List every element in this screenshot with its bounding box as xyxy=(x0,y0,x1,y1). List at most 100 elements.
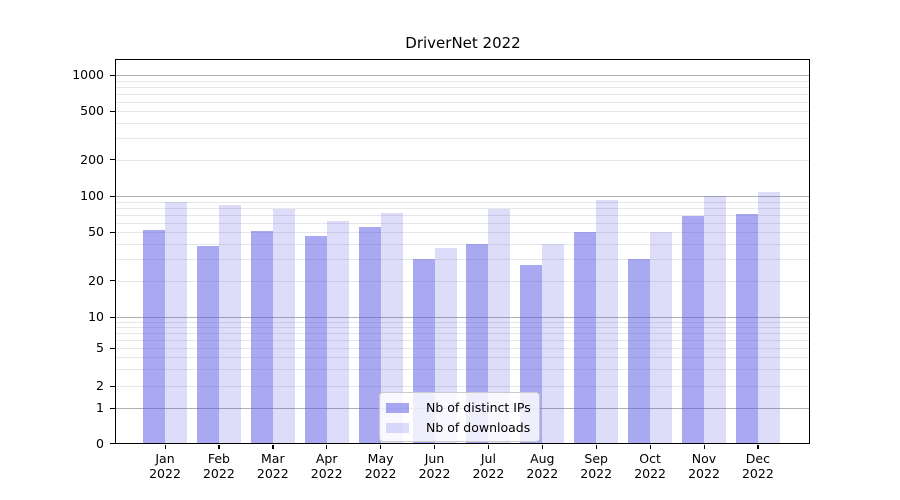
x-tick-label: Sep 2022 xyxy=(580,451,613,481)
gridline-minor xyxy=(116,159,810,161)
plot-area xyxy=(115,59,810,444)
bar-distinct-ips xyxy=(304,235,327,444)
x-tick-label: Apr 2022 xyxy=(310,451,343,481)
legend-swatch-distinct-ips xyxy=(386,402,409,413)
gridline-minor xyxy=(116,339,810,341)
legend-swatch-downloads xyxy=(386,422,409,433)
gridline-minor xyxy=(116,348,810,349)
gridline-minor xyxy=(116,123,810,125)
gridline-minor xyxy=(116,214,810,216)
bar-distinct-ips xyxy=(735,214,758,444)
y-tick-mark xyxy=(110,407,115,409)
gridline-minor xyxy=(116,321,810,323)
legend-item-downloads: Nb of downloads xyxy=(386,419,531,436)
x-tick-label: Jul 2022 xyxy=(472,451,505,481)
y-tick-mark xyxy=(110,231,115,234)
x-tick-mark xyxy=(703,445,705,449)
gridline-minor xyxy=(116,327,810,328)
gridline-minor xyxy=(116,207,810,209)
y-tick-mark xyxy=(110,159,115,161)
gridline-minor xyxy=(116,80,810,82)
gridline-minor xyxy=(116,369,810,371)
gridline-major xyxy=(116,317,810,318)
gridline-minor xyxy=(116,222,810,224)
legend-label-downloads: Nb of downloads xyxy=(426,420,531,435)
gridline-minor xyxy=(116,386,810,387)
x-tick-mark xyxy=(649,445,651,449)
gridline-minor xyxy=(116,201,810,203)
y-tick-mark xyxy=(110,385,115,387)
bar-downloads xyxy=(596,200,619,444)
bar-downloads xyxy=(542,244,565,444)
y-tick-label: 0 xyxy=(96,435,104,451)
gridline-major xyxy=(116,196,810,197)
y-tick-label: 2 xyxy=(96,378,104,393)
gridline-minor xyxy=(116,244,810,246)
bar-downloads xyxy=(218,205,241,444)
y-tick-mark xyxy=(110,195,115,197)
gridline-minor xyxy=(116,86,810,88)
y-tick-mark xyxy=(110,443,115,445)
gridline-major xyxy=(116,75,810,76)
legend-item-distinct-ips: Nb of distinct IPs xyxy=(386,399,531,416)
y-tick-label: 1 xyxy=(96,400,104,415)
y-tick-label: 20 xyxy=(88,272,104,288)
gridline-minor xyxy=(116,93,810,95)
y-tick-label: 5 xyxy=(96,340,104,355)
x-tick-mark xyxy=(541,445,544,449)
gridline-minor xyxy=(116,280,810,282)
y-tick-label: 100 xyxy=(80,188,104,203)
y-tick-label: 10 xyxy=(88,309,104,324)
gridline-minor xyxy=(116,138,810,140)
x-tick-mark xyxy=(164,445,166,449)
y-tick-mark xyxy=(110,316,115,318)
bar-distinct-ips xyxy=(143,230,165,444)
gridline-minor xyxy=(116,259,810,261)
x-tick-label: May 2022 xyxy=(364,451,397,481)
bar-downloads xyxy=(326,221,349,444)
gridline-minor xyxy=(116,357,810,359)
bar-downloads xyxy=(757,192,780,444)
gridline-minor xyxy=(116,101,810,103)
x-tick-mark xyxy=(434,445,436,449)
bar-distinct-ips xyxy=(628,259,651,444)
x-tick-label: Mar 2022 xyxy=(256,451,289,481)
x-tick-mark xyxy=(218,445,220,449)
x-tick-mark xyxy=(272,445,274,449)
x-tick-mark xyxy=(487,445,490,449)
x-tick-label: Dec 2022 xyxy=(741,451,774,481)
x-tick-mark xyxy=(595,445,597,449)
bar-distinct-ips xyxy=(682,215,704,444)
x-tick-label: Nov 2022 xyxy=(688,451,720,481)
x-tick-label: Oct 2022 xyxy=(634,451,666,481)
legend-label-distinct-ips: Nb of distinct IPs xyxy=(426,400,531,415)
x-tick-label: Feb 2022 xyxy=(202,451,235,481)
y-tick-label: 200 xyxy=(80,151,104,167)
y-tick-label: 1000 xyxy=(72,67,104,82)
bar-downloads xyxy=(704,195,726,444)
x-tick-mark xyxy=(757,445,759,449)
bar-distinct-ips xyxy=(358,227,381,444)
chart-title: DriverNet 2022 xyxy=(405,34,521,52)
bar-downloads xyxy=(650,232,673,444)
bar-distinct-ips xyxy=(196,245,219,444)
bar-distinct-ips xyxy=(574,232,597,444)
x-tick-label: Jan 2022 xyxy=(149,451,181,481)
x-tick-mark xyxy=(326,445,328,449)
x-tick-label: Aug 2022 xyxy=(526,451,559,481)
y-tick-label: 50 xyxy=(88,224,104,240)
y-tick-label: 500 xyxy=(80,103,104,119)
y-tick-mark xyxy=(110,74,115,76)
x-tick-mark xyxy=(380,445,382,449)
gridline-minor xyxy=(116,333,810,334)
gridline-minor xyxy=(116,232,810,234)
y-tick-mark xyxy=(110,110,115,113)
gridline-minor xyxy=(116,111,810,113)
bar-downloads xyxy=(272,209,295,444)
bar-distinct-ips xyxy=(250,231,273,444)
y-tick-mark xyxy=(110,347,115,349)
x-tick-label: Jun 2022 xyxy=(418,451,451,481)
y-tick-mark xyxy=(110,280,115,282)
legend: Nb of distinct IPs Nb of downloads xyxy=(379,392,540,442)
